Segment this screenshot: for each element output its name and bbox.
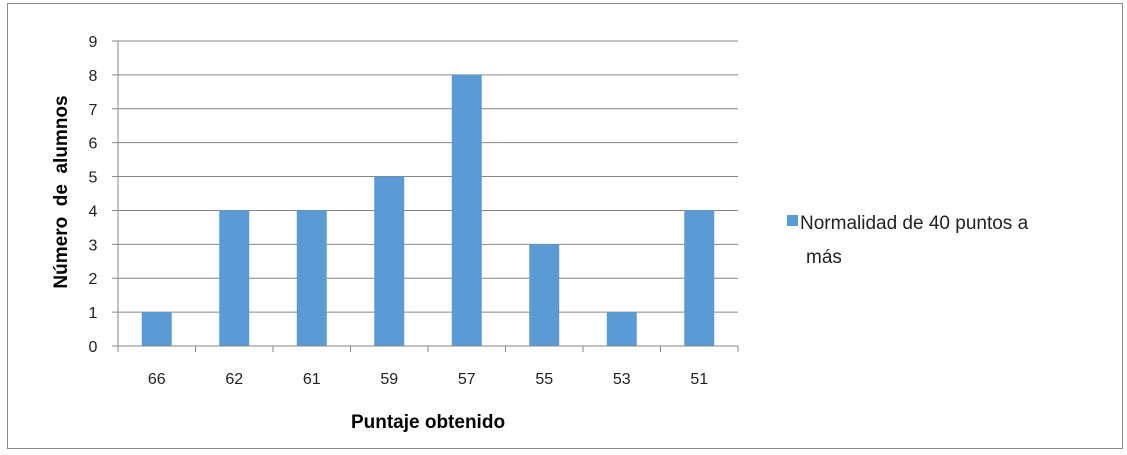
- bar: [141, 312, 172, 346]
- x-tick-label: 59: [380, 371, 398, 388]
- x-tick-label: 53: [613, 371, 631, 388]
- x-tick-label: 66: [148, 371, 166, 388]
- y-tick-labels: 0 1 2 3 4 5 6 7 8 9: [89, 34, 98, 356]
- y-tick-label: 0: [89, 339, 98, 356]
- y-tick-label: 8: [89, 68, 98, 85]
- bar: [529, 244, 560, 346]
- gridlines: [118, 40, 738, 313]
- x-tick-label: 62: [225, 371, 243, 388]
- x-tick-label: 57: [458, 371, 476, 388]
- bars: [141, 74, 715, 346]
- bar: [219, 210, 250, 346]
- y-tick-label: 4: [89, 203, 98, 220]
- legend: Normalidad de 40 puntos a más: [787, 213, 1029, 268]
- y-axis-title: Número de alumnos: [51, 95, 72, 288]
- axes: [112, 40, 739, 352]
- x-axis-title: Puntaje obtenido: [351, 412, 505, 433]
- y-tick-label: 7: [89, 102, 98, 119]
- legend-label-line1: Normalidad de 40 puntos a: [800, 213, 1029, 234]
- bar: [606, 312, 637, 346]
- y-tick-label: 6: [89, 136, 98, 153]
- x-tick-label: 51: [690, 371, 708, 388]
- bar: [684, 210, 715, 346]
- chart-frame: [7, 3, 1123, 449]
- bar: [374, 176, 405, 346]
- x-tick-labels: 66 62 61 59 57 55 53 51: [148, 371, 708, 388]
- x-tick-label: 55: [535, 371, 553, 388]
- y-tick-label: 5: [89, 170, 98, 187]
- x-tick-label: 61: [303, 371, 321, 388]
- y-tick-label: 2: [89, 271, 98, 288]
- legend-label-line2: más: [806, 247, 842, 268]
- bar: [451, 74, 482, 346]
- y-tick-label: 3: [89, 237, 98, 254]
- bar: [296, 210, 327, 346]
- legend-swatch: [787, 215, 798, 226]
- y-tick-label: 9: [89, 34, 98, 51]
- y-tick-label: 1: [89, 305, 98, 322]
